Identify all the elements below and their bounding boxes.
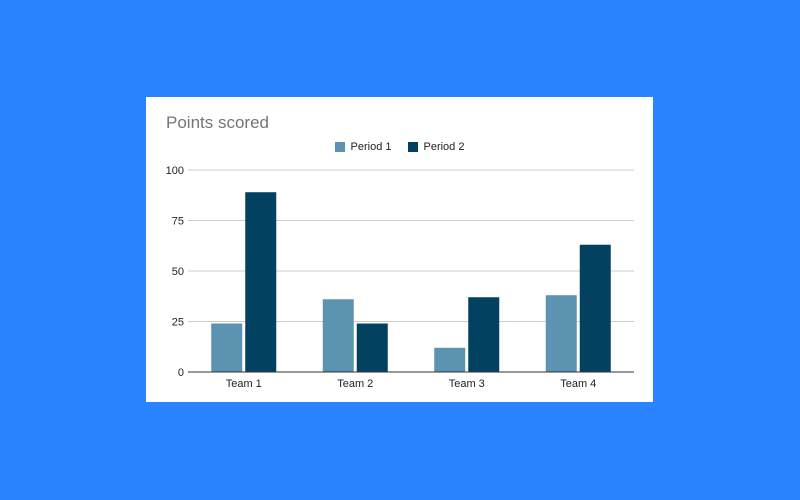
- x-tick-label-team-4: Team 4: [560, 378, 596, 390]
- legend-swatch-period-1: [334, 142, 345, 152]
- legend-item-period-1: Period 1: [334, 141, 392, 153]
- legend-swatch-period-2: [407, 142, 418, 152]
- y-tick-label-0: 0: [178, 367, 184, 379]
- y-tick-label-100: 100: [166, 165, 184, 177]
- bar-chart-plot: 0 25 50 75 100 Team 1 Team 2 Team 3 Team 4: [166, 165, 634, 390]
- bar-team-4-period-2: [579, 244, 611, 372]
- bar-team-2-period-2: [356, 323, 388, 372]
- chart-card: Points scored Period 1 Period 2 0 25 50 75 1…: [146, 97, 653, 402]
- x-tick-label-team-1: Team 1: [226, 378, 262, 390]
- y-tick-label-50: 50: [172, 266, 184, 278]
- bar-team-3-period-2: [468, 297, 500, 372]
- legend: Period 1 Period 2: [146, 141, 653, 153]
- bar-team-3-period-1: [434, 347, 466, 372]
- legend-label-period-1: Period 1: [350, 141, 392, 153]
- bar-team-1-period-2: [245, 192, 277, 372]
- legend-item-period-2: Period 2: [407, 141, 465, 153]
- bar-team-1-period-1: [211, 323, 243, 372]
- legend-label-period-2: Period 2: [423, 141, 465, 153]
- chart-title: Points scored: [166, 113, 269, 132]
- bar-team-4-period-1: [545, 295, 577, 372]
- y-tick-label-75: 75: [172, 216, 184, 228]
- x-tick-label-team-3: Team 3: [449, 378, 485, 390]
- y-tick-label-25: 25: [172, 317, 184, 329]
- x-tick-label-team-2: Team 2: [337, 378, 373, 390]
- bar-team-2-period-1: [322, 299, 354, 372]
